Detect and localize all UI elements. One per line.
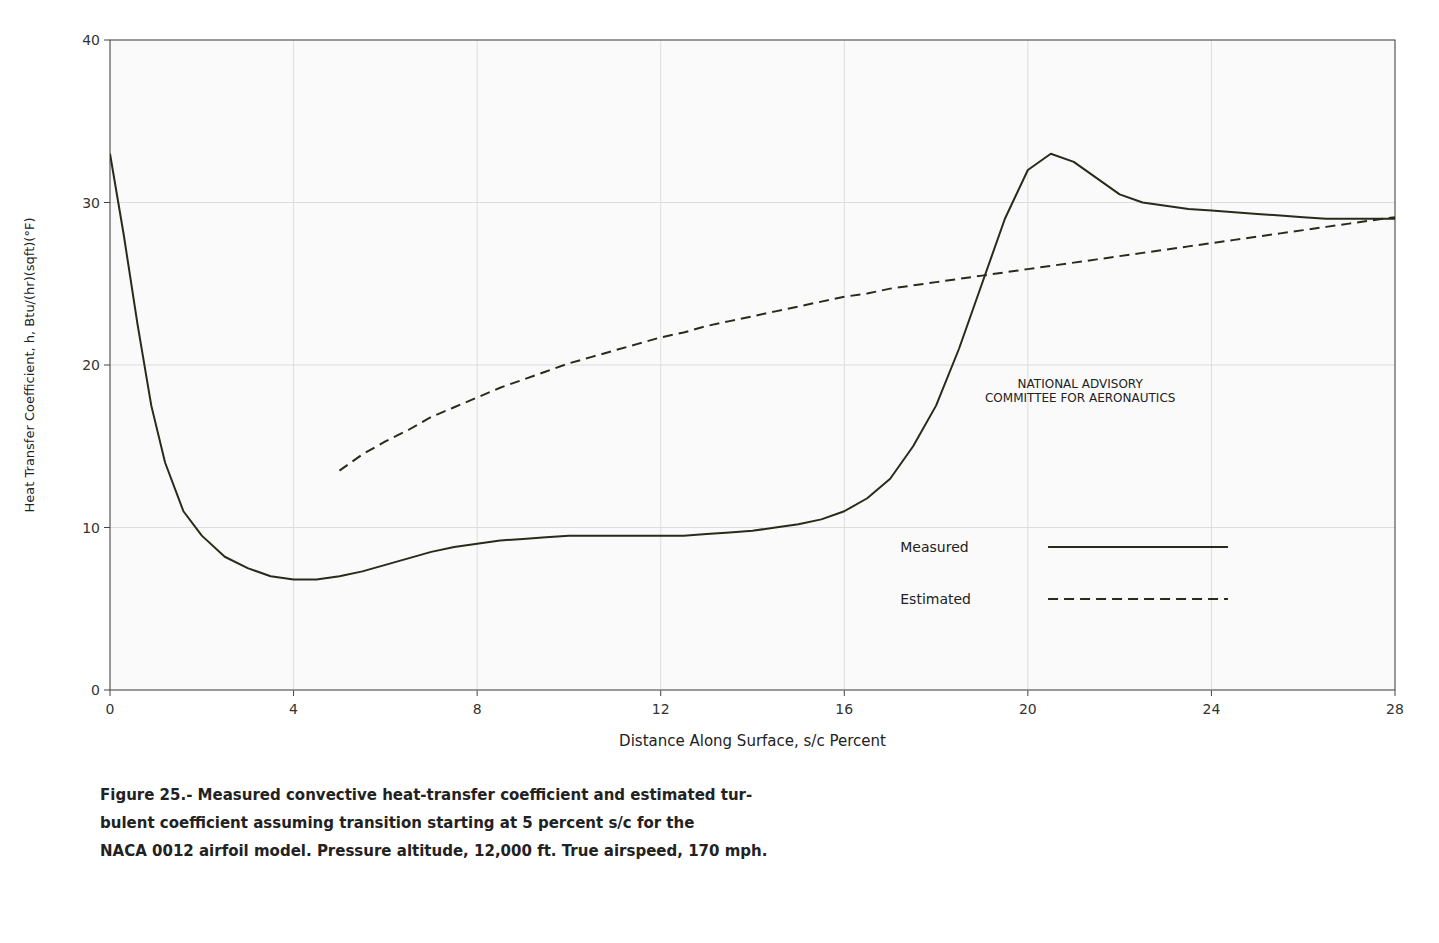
tick-label-x: 8 — [473, 701, 482, 717]
tick-x — [477, 690, 478, 696]
tick-x — [110, 690, 111, 696]
caption-line: NACA 0012 airfoil model. Pressure altitu… — [100, 842, 767, 860]
tick-y — [104, 202, 110, 203]
tick-label-x: 0 — [106, 701, 115, 717]
tick-x — [844, 690, 845, 696]
tick-y — [104, 365, 110, 366]
legend-label: Measured — [900, 539, 968, 555]
plot-area — [110, 40, 1395, 690]
tick-label-y: 10 — [82, 520, 100, 536]
tick-y — [104, 690, 110, 691]
tick-x — [1211, 690, 1212, 696]
series-line — [110, 154, 1395, 580]
legend-swatch — [1048, 546, 1228, 548]
series-group — [110, 154, 1395, 580]
tick-label-x: 20 — [1019, 701, 1037, 717]
tick-label-x: 16 — [835, 701, 853, 717]
series-line — [339, 217, 1395, 471]
legend-label: Estimated — [900, 591, 971, 607]
tick-y — [104, 40, 110, 41]
annotation-line: NATIONAL ADVISORY — [1018, 377, 1144, 391]
caption-line: Figure 25.- Measured convective heat-tra… — [100, 786, 752, 804]
grid-line-y — [110, 202, 1395, 203]
tick-label-x: 28 — [1386, 701, 1404, 717]
tick-label-y: 20 — [82, 357, 100, 373]
annotation-line: COMMITTEE FOR AERONAUTICS — [985, 391, 1175, 405]
tick-label-x: 24 — [1203, 701, 1221, 717]
tick-x — [293, 690, 294, 696]
x-axis-label: Distance Along Surface, s/c Percent — [619, 732, 886, 750]
legend-swatch — [1048, 598, 1228, 600]
tick-x — [1395, 690, 1396, 696]
grid-line-y — [110, 527, 1395, 528]
tick-x — [1027, 690, 1028, 696]
tick-label-x: 12 — [652, 701, 670, 717]
tick-label-y: 40 — [82, 32, 100, 48]
grid-line-y — [110, 365, 1395, 366]
annotation: NATIONAL ADVISORYCOMMITTEE FOR AERONAUTI… — [985, 377, 1175, 405]
tick-label-x: 4 — [289, 701, 298, 717]
tick-label-y: 0 — [91, 682, 100, 698]
y-axis-label: Heat Transfer Coefficient, h, Btu/(hr)(s… — [22, 218, 37, 513]
tick-y — [104, 527, 110, 528]
tick-label-y: 30 — [82, 195, 100, 211]
chart: 0 4 8 12 16 20 24 28 0 10 20 30 40 Measured Estimated N… — [0, 0, 1439, 943]
caption-line: bulent coefficient assuming transition s… — [100, 814, 694, 832]
tick-x — [660, 690, 661, 696]
plot-frame — [110, 40, 1395, 690]
